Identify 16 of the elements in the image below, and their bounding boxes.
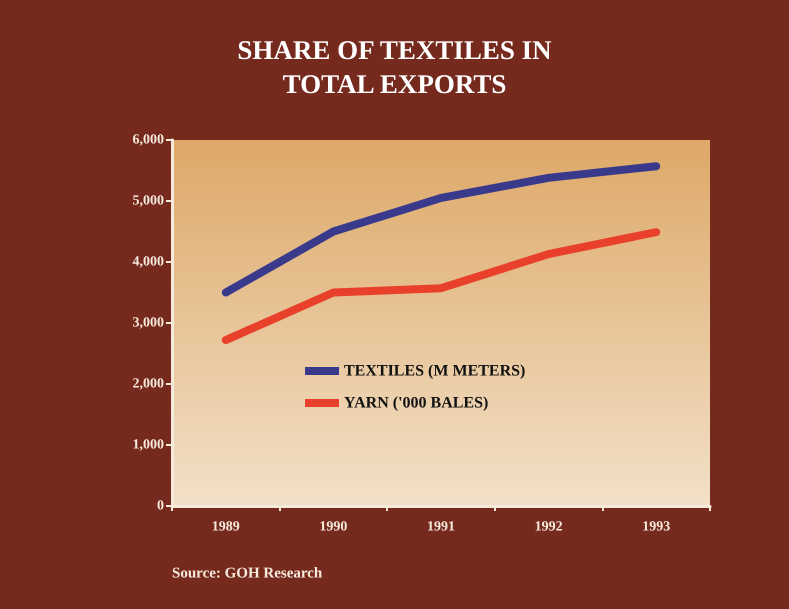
x-tick-label: 1993 xyxy=(642,520,670,534)
chart-title: SHARE OF TEXTILES IN TOTAL EXPORTS xyxy=(237,35,552,99)
legend-label: YARN ('000 BALES) xyxy=(344,394,488,412)
x-tick-label: 1991 xyxy=(427,520,455,534)
x-tick-label: 1990 xyxy=(319,520,348,534)
x-tick-label: 1992 xyxy=(534,520,563,534)
y-tick-label: 0 xyxy=(157,498,164,514)
y-tick-label: 3,000 xyxy=(132,316,164,330)
legend-label: TEXTILES (M METERS) xyxy=(344,362,526,380)
y-tick-label: 5,000 xyxy=(132,194,164,208)
x-tick-label: 1989 xyxy=(212,520,240,534)
source-note: Source: GOH Research xyxy=(172,566,323,582)
y-tick-label: 2,000 xyxy=(132,376,164,392)
y-tick-label: 1,000 xyxy=(132,438,164,452)
y-tick-label: 6,000 xyxy=(132,132,164,148)
y-tick-label: 4,000 xyxy=(132,254,164,270)
